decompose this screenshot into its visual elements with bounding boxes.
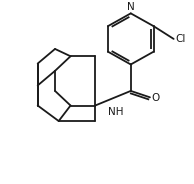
Text: N: N [127,2,135,13]
Text: NH: NH [107,107,123,117]
Text: Cl: Cl [176,34,186,44]
Text: O: O [152,93,160,103]
